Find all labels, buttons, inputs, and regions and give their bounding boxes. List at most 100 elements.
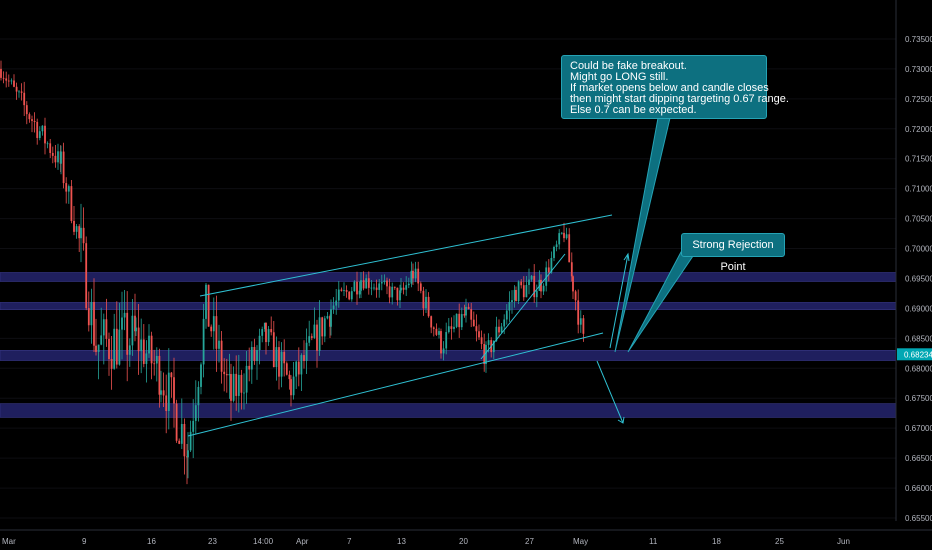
candle-body — [318, 317, 321, 351]
candle-body — [515, 289, 517, 302]
candle-body — [265, 322, 267, 343]
candle-body — [235, 373, 238, 396]
candle-body — [565, 234, 568, 239]
last-price-label: 0.68234 — [904, 350, 932, 359]
candle-body — [33, 120, 36, 122]
candle-body — [210, 326, 213, 332]
price-zone[interactable] — [0, 403, 897, 418]
rising-support-line[interactable] — [480, 253, 566, 360]
candle-body — [100, 335, 103, 345]
candle-body — [574, 291, 577, 301]
candle-body — [93, 301, 95, 346]
candle-body — [140, 339, 143, 352]
arrow-down-line[interactable] — [596, 360, 624, 424]
price-tick-label: 0.72000 — [905, 125, 932, 134]
candle-body — [528, 279, 530, 285]
note-line: Might go LONG still. — [570, 71, 669, 83]
candle-body — [335, 300, 338, 306]
candle-body — [105, 319, 108, 339]
candle-body — [445, 332, 448, 349]
candle-body — [245, 365, 248, 393]
arrow-up-line[interactable] — [609, 253, 629, 349]
candle-body — [187, 450, 189, 458]
candle-body — [220, 340, 223, 372]
arrow-up-head — [623, 252, 630, 262]
candle-body — [570, 262, 573, 277]
candle-body — [102, 319, 105, 336]
candle-body — [205, 284, 207, 319]
price-tick-label: 0.67000 — [905, 424, 932, 433]
candle-body — [121, 317, 123, 330]
candle-body — [292, 376, 295, 396]
price-tick-label: 0.73500 — [905, 35, 932, 44]
candle-body — [31, 119, 33, 121]
candle-body — [383, 280, 386, 283]
channel-upper-line[interactable] — [199, 214, 613, 297]
candle-body — [525, 284, 528, 298]
candle-body — [207, 284, 210, 327]
candle-body — [533, 275, 536, 298]
candle-body — [337, 289, 340, 301]
candle-body — [453, 326, 455, 329]
candle-body — [511, 300, 513, 303]
time-tick-label: 7 — [347, 537, 352, 546]
candle-body — [295, 361, 298, 377]
analysis-note-callout[interactable]: Could be fake breakout. Might go LONG st… — [561, 55, 789, 119]
candle-body — [427, 296, 430, 317]
note-line: If market opens below and candle closes — [570, 82, 769, 94]
price-zone[interactable] — [0, 350, 897, 361]
candle-body — [13, 80, 15, 87]
note-line: Could be fake breakout. — [570, 60, 687, 72]
candle-body — [0, 68, 2, 78]
price-tick-label: 0.69500 — [905, 274, 932, 283]
candle-body — [62, 151, 65, 184]
candle-body — [44, 125, 46, 144]
candle-body — [38, 131, 41, 138]
candle-body — [558, 233, 561, 245]
candle-body — [67, 186, 70, 192]
candle-body — [485, 344, 487, 364]
candle-body — [475, 326, 478, 332]
candle-body — [90, 301, 93, 326]
time-tick-label: 11 — [649, 537, 658, 546]
candle-body — [285, 363, 288, 375]
candle-body — [345, 290, 348, 292]
candle-body — [46, 143, 49, 145]
note-line: then might start dipping targeting 0.67 … — [570, 93, 789, 105]
price-zone[interactable] — [0, 302, 897, 310]
candle-body — [386, 280, 388, 287]
candle-body — [200, 364, 202, 387]
candle-body — [137, 327, 140, 352]
candle-body — [54, 155, 57, 163]
candle-body — [225, 374, 228, 376]
candle-body — [422, 290, 425, 309]
candle-body — [167, 372, 170, 412]
candle-body — [70, 186, 73, 221]
price-zone[interactable] — [0, 272, 897, 282]
candle-body — [329, 316, 331, 327]
candle-body — [108, 338, 110, 360]
candle-body — [455, 313, 458, 327]
candle-body — [480, 337, 483, 344]
candle-body — [118, 329, 121, 365]
price-tick-label: 0.69000 — [905, 304, 932, 313]
candle-body — [563, 232, 565, 239]
rejection-point-callout[interactable]: Strong Rejection Point — [681, 233, 785, 273]
candle-body — [396, 287, 399, 301]
channel-lower-line[interactable] — [187, 332, 604, 437]
candle-body — [407, 283, 410, 286]
candle-body — [419, 283, 422, 291]
candle-body — [321, 317, 324, 337]
candle-body — [435, 328, 438, 335]
candle-body — [508, 302, 511, 311]
candle-body — [212, 316, 215, 332]
candle-body — [5, 78, 8, 81]
time-tick-label: 9 — [82, 537, 87, 546]
candle-body — [36, 121, 39, 138]
time-tick-label: May — [573, 537, 588, 546]
candle-body — [142, 339, 145, 364]
candle-body — [192, 420, 195, 432]
candle-body — [300, 355, 303, 375]
candle-body — [582, 318, 585, 334]
